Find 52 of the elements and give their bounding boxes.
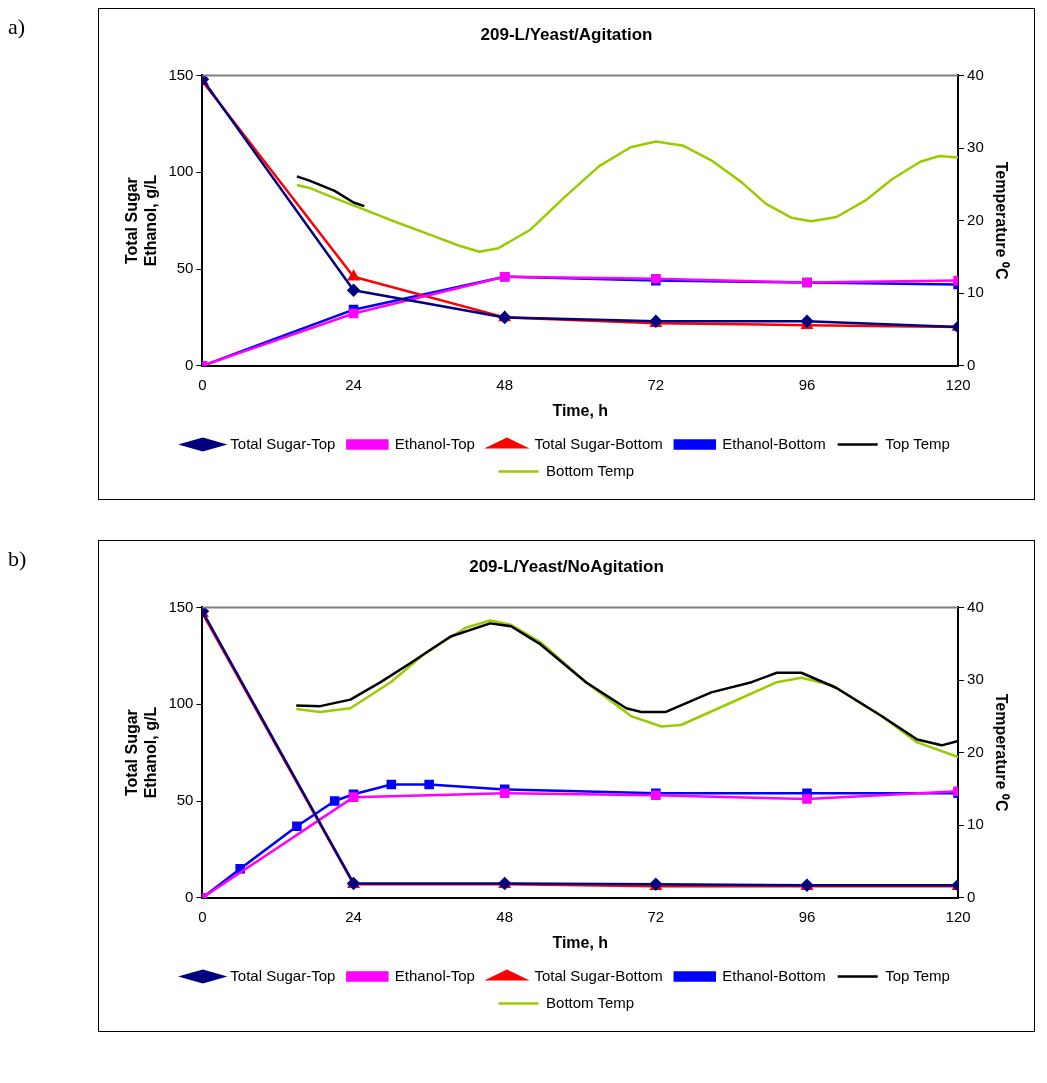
y-tick-label: 0 [185,887,194,905]
x-tick-label: 96 [798,375,816,393]
y-tick-label: 50 [176,259,194,277]
legend-label: Ethanol-Top [394,966,475,984]
legend-label: Ethanol-Bottom [722,434,826,452]
y2-tick-label: 30 [967,670,984,688]
x-tick-label: 24 [345,375,362,393]
x-tick-label: 72 [647,907,665,925]
x-tick-label: 0 [198,375,207,393]
legend-label: Total Sugar-Top [230,434,336,452]
y-axis-title: Total Sugar Ethanol, g/L [123,174,160,267]
legend-label: Total Sugar-Top [230,966,336,984]
x-tick-label: 120 [945,375,971,393]
y2-tick-label: 10 [967,283,984,301]
x-tick-label: 48 [496,375,514,393]
x-tick-label: 120 [945,907,971,925]
y2-tick-label: 20 [967,210,984,228]
y-tick-label: 50 [176,791,194,809]
legend-label: Total Sugar-Bottom [534,434,663,452]
chart-title: 209-L/Yeast/Agitation [480,24,653,44]
y-tick-label: 100 [168,694,194,712]
legend-label: Total Sugar-Bottom [534,966,663,984]
legend-label: Top Temp [885,966,950,984]
y-tick-label: 100 [168,162,194,180]
x-tick-label: 72 [647,375,665,393]
y2-tick-label: 40 [967,597,984,615]
y2-tick-label: 30 [967,138,984,156]
y2-tick-label: 40 [967,65,984,83]
y2-tick-label: 20 [967,742,984,760]
legend-label: Top Temp [885,434,950,452]
legend-label: Ethanol-Top [394,434,475,452]
y-tick-label: 150 [168,597,194,615]
x-tick-label: 48 [496,907,514,925]
y2-tick-label: 0 [967,355,976,373]
x-tick-label: 24 [345,907,362,925]
y-tick-label: 0 [185,355,194,373]
text: b) [8,546,28,572]
y-tick-label: 150 [168,65,194,83]
x-tick-label: 96 [798,907,816,925]
y2-tick-label: 0 [967,887,976,905]
x-tick-label: 0 [198,907,207,925]
legend-label: Bottom Temp [546,461,635,479]
chart-title: 209-L/Yeast/NoAgitation [469,556,664,576]
y-axis-title: Total Sugar Ethanol, g/L [123,706,160,799]
y2-tick-label: 10 [967,815,984,833]
text: a) [8,14,27,40]
x-axis-title: Time, h [552,401,609,419]
y2-axis-title: Temperature ⁰C [992,161,1010,280]
y2-axis-title: Temperature ⁰C [992,693,1010,812]
x-axis-title: Time, h [552,933,609,951]
legend-label: Bottom Temp [546,993,635,1011]
legend-label: Ethanol-Bottom [722,966,826,984]
